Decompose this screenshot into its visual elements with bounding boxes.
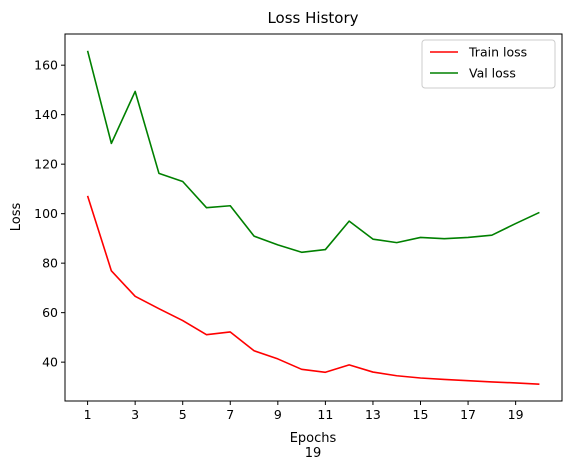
- legend-label-train-loss: Train loss: [468, 45, 527, 60]
- chart-title: Loss History: [267, 9, 358, 27]
- plot-area: [86, 50, 540, 385]
- x-tick-label: 7: [226, 407, 234, 422]
- series-line-val-loss: [86, 50, 540, 254]
- y-tick-label: 100: [34, 206, 58, 221]
- y-tick-label: 40: [42, 355, 58, 370]
- legend: Train loss Val loss: [421, 39, 556, 89]
- x-tick-label: 17: [460, 407, 476, 422]
- x-tick-label: 5: [179, 407, 187, 422]
- y-axis-label: Loss: [9, 203, 24, 232]
- plot-frame: [64, 33, 563, 402]
- y-tick-label: 120: [34, 157, 58, 172]
- x-axis-sublabel: 19: [305, 446, 322, 461]
- y-tick-label: 160: [34, 58, 58, 73]
- x-tick-label: 1: [84, 407, 92, 422]
- y-tick-label: 140: [34, 107, 58, 122]
- x-axis-label: Epochs: [290, 431, 337, 446]
- x-tick-label: 11: [317, 407, 333, 422]
- y-tick-label: 80: [42, 256, 58, 271]
- x-tick-label: 19: [508, 407, 524, 422]
- legend-label-val-loss: Val loss: [469, 66, 516, 81]
- x-tick-label: 9: [274, 407, 282, 422]
- x-tick-label: 15: [413, 407, 429, 422]
- series-line-train-loss: [86, 195, 540, 385]
- y-tick-label: 60: [42, 305, 58, 320]
- x-tick-label: 3: [131, 407, 139, 422]
- x-tick-label: 13: [365, 407, 381, 422]
